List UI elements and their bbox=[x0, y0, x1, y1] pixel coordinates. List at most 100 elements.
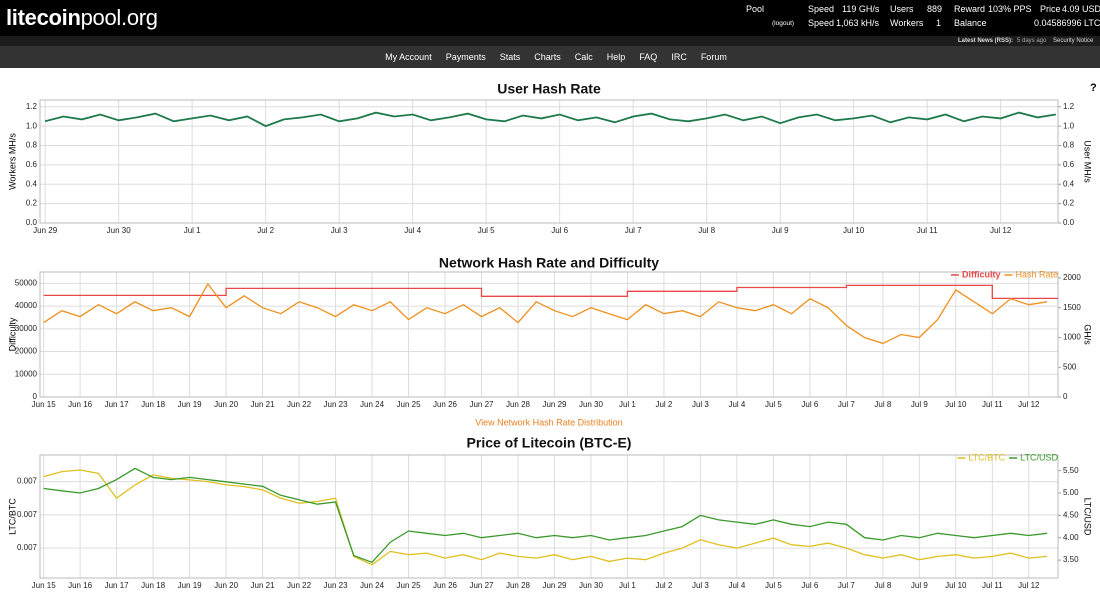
y2-tick-label: 0.8 bbox=[1063, 141, 1075, 150]
y2-tick-label: 0.4 bbox=[1063, 179, 1075, 188]
y-tick-label: 10000 bbox=[15, 369, 38, 378]
stat-value: 0.04586996 LTC bbox=[1034, 18, 1100, 28]
x-tick-label: Jun 30 bbox=[107, 226, 132, 235]
y2-tick-label: 0 bbox=[1063, 392, 1068, 401]
x-tick-label: Jun 17 bbox=[105, 400, 130, 409]
x-tick-label: Jun 30 bbox=[579, 400, 604, 409]
news-bar: Latest News (RSS): 5 days ago Security N… bbox=[0, 36, 1100, 46]
x-tick-label: Jul 12 bbox=[990, 226, 1012, 235]
nav-item[interactable]: Payments bbox=[445, 52, 486, 62]
y-tick-label: 1.0 bbox=[26, 121, 38, 130]
x-tick-label: Jun 25 bbox=[397, 581, 422, 590]
legend-label: Difficulty bbox=[962, 269, 1001, 279]
x-tick-label: Jul 2 bbox=[257, 226, 274, 235]
y2-tick-label: 500 bbox=[1063, 362, 1077, 371]
stat-label: Workers bbox=[890, 18, 924, 28]
stat-value: 103% PPS bbox=[988, 4, 1032, 14]
stat-label: Price bbox=[1040, 4, 1061, 14]
x-tick-label: Jul 10 bbox=[843, 226, 865, 235]
x-tick-label: Jul 6 bbox=[551, 226, 568, 235]
nav-item[interactable]: My Account bbox=[385, 52, 432, 62]
news-age: 5 days ago bbox=[1017, 38, 1047, 44]
chart-title: Network Hash Rate and Difficulty bbox=[439, 255, 659, 271]
y-tick-label: 0.2 bbox=[26, 199, 38, 208]
y2-tick-label: 1500 bbox=[1063, 303, 1081, 312]
stat-value: 4.09 USD bbox=[1062, 4, 1100, 14]
x-tick-label: Jun 26 bbox=[433, 581, 458, 590]
x-tick-label: Jun 24 bbox=[360, 581, 385, 590]
nav-item[interactable]: IRC bbox=[671, 52, 687, 62]
nav-item[interactable]: Stats bbox=[499, 52, 521, 62]
x-tick-label: Jul 5 bbox=[765, 581, 782, 590]
x-tick-label: Jun 21 bbox=[251, 581, 276, 590]
y2-tick-label: 4.00 bbox=[1063, 533, 1079, 542]
x-tick-label: Jun 22 bbox=[287, 400, 312, 409]
nav-item[interactable]: Forum bbox=[700, 52, 727, 62]
x-tick-label: Jun 18 bbox=[141, 400, 166, 409]
x-tick-label: Jul 10 bbox=[945, 581, 967, 590]
nav-item[interactable]: Calc bbox=[574, 52, 593, 62]
nav-bar: My Account Payments Stats Charts Calc Help FAQ… bbox=[0, 46, 1100, 68]
x-tick-label: Jun 30 bbox=[579, 581, 604, 590]
y-axis-label: Workers MH/s bbox=[7, 133, 17, 190]
x-tick-label: Jul 11 bbox=[917, 226, 938, 235]
y2-tick-label: 5.50 bbox=[1063, 466, 1079, 475]
x-tick-label: Jun 16 bbox=[68, 400, 93, 409]
x-tick-label: Jun 28 bbox=[506, 581, 531, 590]
stat-value: 1 bbox=[936, 18, 942, 28]
x-tick-label: Jun 19 bbox=[178, 400, 203, 409]
x-tick-label: Jul 6 bbox=[801, 581, 818, 590]
x-tick-label: Jun 21 bbox=[251, 400, 276, 409]
charts: User Hash Rate Jun 29 Jun 30 Jul 1 Jul 2 Jul … bbox=[7, 81, 1092, 590]
y-axis-label: Difficulty bbox=[7, 317, 17, 351]
x-tick-label: Jul 9 bbox=[911, 400, 928, 409]
y-tick-label: 0.007 bbox=[17, 477, 38, 486]
x-tick-label: Jul 4 bbox=[404, 226, 421, 235]
x-tick-label: Jun 29 bbox=[33, 226, 58, 235]
nav-item[interactable]: Charts bbox=[534, 52, 561, 62]
plot-frame bbox=[39, 99, 1059, 224]
series-line bbox=[43, 284, 1058, 300]
series-line bbox=[43, 467, 1048, 564]
stat-value: 1,063 kH/s bbox=[836, 18, 880, 28]
x-tick-label: Jun 29 bbox=[542, 400, 567, 409]
stat-value: 119 GH/s bbox=[842, 4, 880, 14]
x-tick-label: Jul 12 bbox=[1018, 581, 1040, 590]
y-tick-label: 0 bbox=[33, 392, 38, 401]
x-tick-label: Jul 1 bbox=[184, 226, 201, 235]
y-axis-label: LTC/BTC bbox=[7, 498, 17, 535]
x-tick-label: Jul 1 bbox=[619, 400, 636, 409]
header: litecoinpool.org Pool (logout) Speed 119… bbox=[0, 0, 1100, 36]
x-tick-label: Jul 8 bbox=[698, 226, 715, 235]
nav-item[interactable]: Help bbox=[606, 52, 626, 62]
chart-title: User Hash Rate bbox=[497, 81, 601, 97]
nav-item[interactable]: FAQ bbox=[639, 52, 658, 62]
x-tick-label: Jul 7 bbox=[838, 400, 855, 409]
y2-tick-label: 0.0 bbox=[1063, 218, 1075, 227]
plot-frame bbox=[39, 271, 1059, 398]
y-tick-label: 0.0 bbox=[26, 218, 38, 227]
x-tick-label: Jun 19 bbox=[178, 581, 203, 590]
x-tick-label: Jul 2 bbox=[655, 400, 672, 409]
x-tick-label: Jun 26 bbox=[433, 400, 458, 409]
logout-link[interactable]: (logout) bbox=[772, 20, 795, 27]
y-tick-label: 0.8 bbox=[26, 141, 38, 150]
stat-label: Balance bbox=[954, 18, 987, 28]
x-tick-label: Jul 7 bbox=[838, 581, 855, 590]
x-tick-label: Jun 20 bbox=[214, 581, 239, 590]
x-tick-label: Jun 18 bbox=[141, 581, 166, 590]
x-tick-label: Jun 29 bbox=[542, 581, 567, 590]
x-tick-label: Jul 3 bbox=[692, 400, 709, 409]
help-icon[interactable]: ? bbox=[1090, 82, 1097, 94]
x-tick-label: Jun 15 bbox=[32, 581, 57, 590]
logo[interactable]: litecoinpool.org bbox=[6, 5, 158, 31]
news-title[interactable]: Security Notice bbox=[1053, 38, 1094, 44]
stat-label: Reward bbox=[954, 4, 986, 14]
logo-bold: litecoin bbox=[6, 5, 81, 30]
distribution-link[interactable]: View Network Hash Rate Distribution bbox=[475, 417, 622, 427]
stat-label: Speed bbox=[808, 4, 835, 14]
x-tick-label: Jul 11 bbox=[982, 581, 1003, 590]
x-tick-label: Jul 11 bbox=[982, 400, 1003, 409]
plot-frame bbox=[39, 454, 1059, 579]
x-tick-label: Jul 8 bbox=[874, 400, 891, 409]
